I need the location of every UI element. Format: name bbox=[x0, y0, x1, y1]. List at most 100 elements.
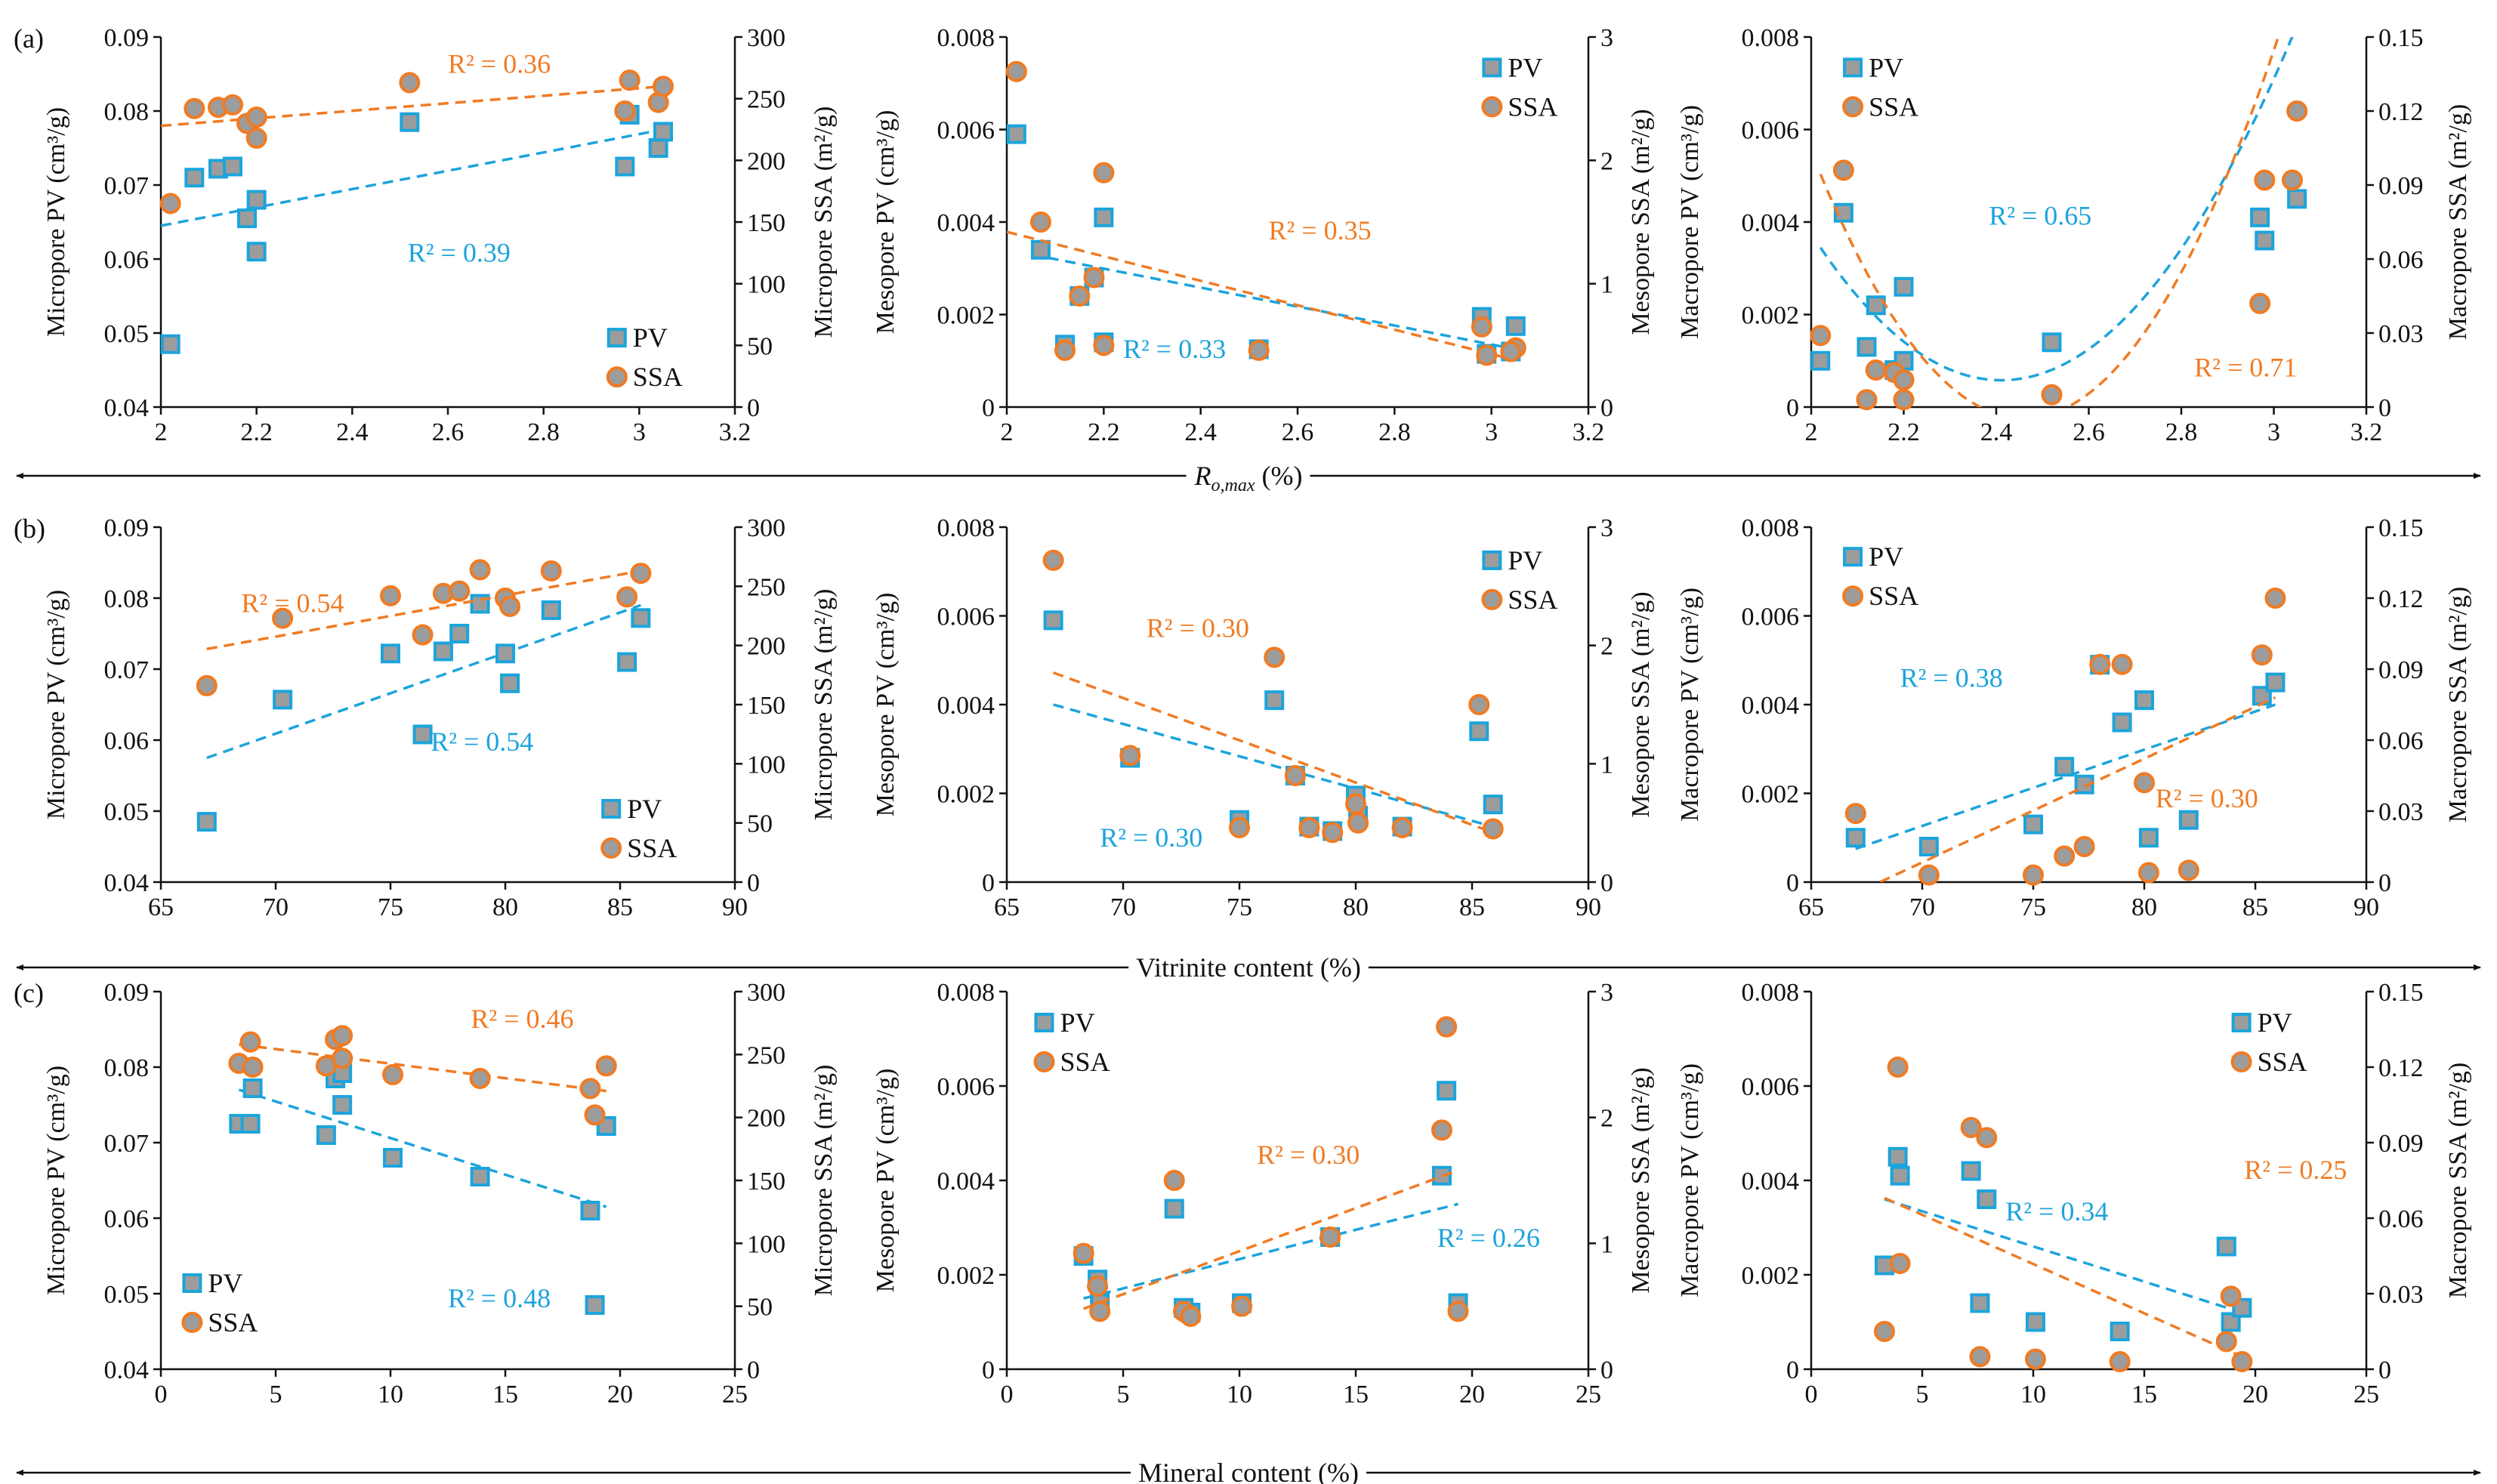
x-tick-label: 70 bbox=[263, 893, 289, 921]
y-axis-title: Macropore PV (cm³/g) bbox=[1676, 1063, 1704, 1297]
pv-point bbox=[1887, 1146, 1908, 1167]
y2-tick-label: 0.03 bbox=[2378, 320, 2424, 348]
x-tick-label: 10 bbox=[378, 1381, 403, 1408]
pv-point bbox=[631, 608, 651, 628]
chart-panel-1-2: 65 70 75 80 85 9000.0020.0040.0060.00800.030.… bbox=[1676, 514, 2472, 921]
legend-pv-marker bbox=[1482, 57, 1502, 78]
y2-tick-label: 150 bbox=[747, 1168, 786, 1196]
y2-tick-label: 200 bbox=[747, 1105, 786, 1133]
chart-panel-1-1: 65 70 75 80 85 9000.0020.0040.0060.0080123Mes… bbox=[872, 514, 1655, 921]
y2-tick-label: 0.12 bbox=[2378, 1054, 2424, 1082]
y-tick-label: 0.002 bbox=[1742, 1262, 1800, 1290]
ssa-point bbox=[2220, 1285, 2242, 1307]
r2-label-pv: R² = 0.54 bbox=[431, 727, 533, 757]
y-tick-label: 0.05 bbox=[104, 320, 150, 348]
y-tick-label: 0.08 bbox=[104, 1054, 150, 1082]
ssa-point bbox=[614, 100, 636, 122]
trend-line-ssa bbox=[1053, 671, 1494, 834]
separator-label-bg bbox=[1186, 459, 1310, 497]
ssa-point bbox=[1436, 1016, 1458, 1038]
y-tick-label: 0.006 bbox=[1742, 1073, 1800, 1101]
pv-point bbox=[2112, 712, 2132, 733]
y-tick-label: 0.04 bbox=[104, 869, 150, 897]
ssa-point bbox=[1918, 864, 1940, 886]
series-ssa bbox=[1042, 549, 1504, 844]
legend-pv-marker bbox=[1482, 550, 1502, 570]
trend-line-ssa bbox=[1083, 1169, 1459, 1310]
pv-point bbox=[246, 190, 267, 210]
ssa-point bbox=[1447, 1300, 1469, 1322]
y-tick-label: 0.09 bbox=[104, 514, 150, 542]
x-tick-label: 90 bbox=[722, 893, 748, 921]
r2-label-ssa: R² = 0.71 bbox=[2194, 352, 2297, 382]
y2-tick-label: 0.06 bbox=[2378, 246, 2424, 274]
pv-point bbox=[648, 138, 668, 158]
ssa-point bbox=[616, 586, 638, 608]
legend-pv-marker bbox=[1843, 57, 1863, 78]
pv-point bbox=[1030, 239, 1051, 260]
legend-pv-label: PV bbox=[1869, 52, 1903, 82]
ssa-point bbox=[196, 674, 218, 696]
y-tick-label: 0.04 bbox=[104, 1356, 150, 1384]
pv-point bbox=[273, 690, 293, 710]
y-tick-label: 0 bbox=[982, 869, 995, 897]
pv-point bbox=[1469, 721, 1489, 742]
y-tick-label: 0.006 bbox=[937, 1073, 995, 1101]
ssa-point bbox=[2041, 384, 2063, 406]
r2-label-ssa: R² = 0.25 bbox=[2244, 1155, 2347, 1185]
y2-tick-label: 0 bbox=[747, 869, 760, 897]
ssa-point bbox=[1960, 1117, 1982, 1138]
ssa-point bbox=[1083, 267, 1105, 288]
x-tick-label: 2 bbox=[1805, 418, 1818, 446]
x-tick-label: 90 bbox=[1576, 893, 1601, 921]
legend-pv-label: PV bbox=[2258, 1007, 2292, 1038]
pv-point bbox=[240, 1114, 261, 1134]
pv-point bbox=[2221, 1312, 2241, 1332]
legend-pv-label: PV bbox=[1060, 1007, 1095, 1038]
pv-point bbox=[332, 1095, 353, 1115]
y-tick-label: 0.004 bbox=[1742, 209, 1800, 237]
y-axis-title: Micropore PV (cm³/g) bbox=[42, 107, 70, 337]
legend: PV SSA bbox=[606, 322, 683, 392]
x-tick-label: 20 bbox=[607, 1381, 633, 1408]
legend-pv-marker bbox=[2231, 1013, 2252, 1032]
pv-point bbox=[433, 641, 453, 662]
y-tick-label: 0.09 bbox=[104, 24, 150, 52]
r2-label-ssa: R² = 0.36 bbox=[448, 49, 551, 79]
y2-tick-label: 250 bbox=[747, 86, 786, 114]
ssa-point bbox=[1119, 745, 1141, 767]
y-axis-title: Micropore PV (cm³/g) bbox=[42, 590, 70, 819]
pv-point bbox=[184, 168, 205, 188]
ssa-point bbox=[332, 1025, 353, 1047]
ssa-point bbox=[245, 127, 267, 149]
trend-line-pv bbox=[1884, 1198, 2242, 1314]
x-tick-label: 15 bbox=[492, 1381, 518, 1408]
legend-ssa-marker bbox=[1842, 96, 1864, 118]
x-tick-label: 3.2 bbox=[1573, 418, 1605, 446]
y2-tick-label: 50 bbox=[747, 1294, 773, 1322]
x-tick-label: 85 bbox=[607, 893, 633, 921]
pv-point bbox=[653, 122, 673, 142]
y-tick-label: 0.004 bbox=[1742, 1168, 1800, 1196]
ssa-point bbox=[1087, 1276, 1109, 1297]
panel-label: (b) bbox=[14, 514, 45, 544]
x-tick-label: 80 bbox=[2131, 893, 2157, 921]
ssa-point bbox=[2089, 653, 2111, 675]
y-tick-label: 0.006 bbox=[1742, 117, 1800, 145]
y-tick-label: 0.008 bbox=[1742, 979, 1800, 1007]
y2-axis-title: Mesopore SSA (m²/g) bbox=[1627, 591, 1655, 817]
series-pv bbox=[196, 594, 651, 832]
ssa-point bbox=[2215, 1331, 2237, 1353]
legend-ssa-label: SSA bbox=[2258, 1047, 2307, 1077]
pv-point bbox=[2287, 189, 2307, 209]
chart-panel-0-2: 2 2.2 2.4 2.6 2.8 3 3.200.0020.0040.0060.00800… bbox=[1676, 24, 2472, 446]
pv-point bbox=[383, 1148, 403, 1168]
y-tick-label: 0.002 bbox=[1742, 781, 1800, 809]
y-tick-label: 0.002 bbox=[937, 1262, 995, 1290]
x-tick-label: 2.6 bbox=[1282, 418, 1314, 446]
pv-point bbox=[1094, 207, 1114, 227]
legend-ssa-marker bbox=[1481, 96, 1503, 118]
r2-label-pv: R² = 0.30 bbox=[1100, 822, 1202, 853]
ssa-point bbox=[1476, 344, 1498, 366]
pv-point bbox=[2138, 828, 2159, 848]
